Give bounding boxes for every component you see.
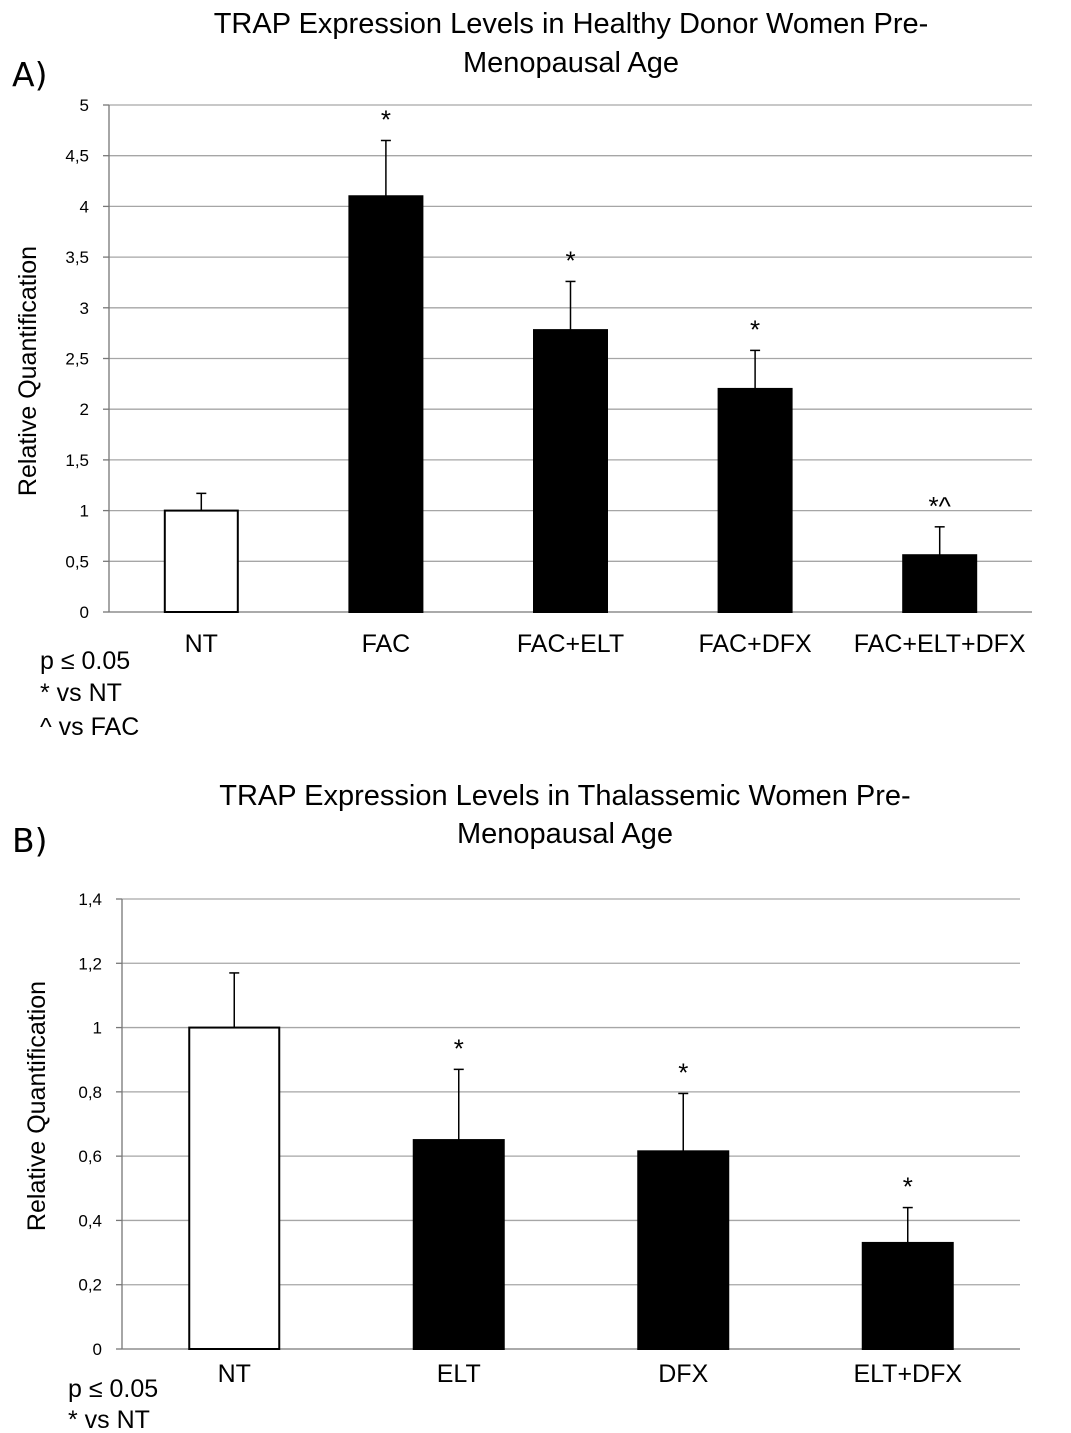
- panel-b-category-label: ELT: [437, 1360, 481, 1388]
- panel-a-y-tick-label: 4,5: [65, 147, 89, 166]
- panel-b-bar: [188, 1026, 281, 1350]
- panel-b-note-vs-nt: * vs NT: [68, 1406, 150, 1433]
- panel-b-category-label: NT: [218, 1360, 251, 1388]
- panel-b-note-p: p ≤ 0.05: [68, 1375, 158, 1403]
- panel-b-bar: [861, 1241, 954, 1351]
- panel-b-category-label: DFX: [658, 1360, 708, 1388]
- panel-b-title-line-2: Menopausal Age: [457, 818, 673, 850]
- panel-a-y-tick-label: 5: [80, 96, 89, 115]
- panel-a-title-line-2: Menopausal Age: [463, 47, 679, 79]
- panel-a-bar: [902, 554, 978, 614]
- panel-a-category-label: FAC: [362, 630, 411, 658]
- panel-a-title-line-1: TRAP Expression Levels in Healthy Donor …: [214, 8, 929, 40]
- panel-a-bar: [348, 195, 424, 613]
- panel-a-bar: [717, 387, 793, 614]
- panel-b-bar: [637, 1150, 730, 1350]
- panel-b-y-tick-label: 1,4: [78, 890, 102, 909]
- panel-b-title-line-1: TRAP Expression Levels in Thalassemic Wo…: [219, 780, 910, 812]
- panel-a-category-label: FAC+DFX: [698, 630, 812, 658]
- panel-a-note-vs-nt: * vs NT: [40, 679, 122, 707]
- panel-a-y-tick-label: 3: [80, 299, 89, 318]
- panel-b-bar: [412, 1139, 505, 1350]
- panel-b-y-tick-label: 0,8: [78, 1083, 102, 1102]
- panel-b-plot: 0 0,2 0,4 0,6 0,8 1 1,2 1,4 NT * ELT * DFX * ELT+DFX: [78, 890, 1020, 1388]
- panel-a-plot: 0 0,5 1 1,5 2 2,5 3 3,5 4 4,5 5 NT * FAC * FAC+ELT * FAC+…: [65, 96, 1032, 658]
- panel-b-y-tick-label: 1,2: [78, 954, 102, 973]
- panel-a-significance-marker: *: [750, 314, 760, 344]
- panel-a-significance-marker: *: [565, 245, 575, 275]
- panel-b-y-tick-label: 0,6: [78, 1147, 102, 1166]
- panel-a-y-tick-label: 2: [80, 400, 89, 419]
- panel-a-category-label: FAC+ELT+DFX: [854, 630, 1026, 658]
- panel-b-y-axis-label: Relative Quantification: [23, 981, 51, 1231]
- panel-b-significance-marker: *: [678, 1057, 688, 1087]
- panel-a-y-tick-label: 1: [80, 502, 89, 521]
- panel-a-note-vs-fac: ^ vs FAC: [40, 713, 139, 741]
- panel-b-significance-marker: *: [903, 1172, 913, 1202]
- panel-b-y-tick-label: 0,2: [78, 1276, 102, 1295]
- panel-a-category-label: FAC+ELT: [517, 630, 624, 658]
- panel-a: A) TRAP Expression Levels in Healthy Don…: [12, 8, 1032, 741]
- panel-a-y-tick-label: 2,5: [65, 350, 89, 369]
- panel-b-label: B): [12, 821, 48, 860]
- panel-a-y-tick-label: 0,5: [65, 552, 89, 571]
- panel-a-y-axis-label: Relative Quantification: [14, 246, 42, 496]
- panel-a-y-tick-label: 0: [80, 603, 89, 622]
- panel-a-category-label: NT: [185, 630, 218, 658]
- panel-a-significance-marker: *^: [929, 491, 952, 521]
- panel-a-note-p: p ≤ 0.05: [40, 647, 130, 675]
- panel-a-bar: [533, 329, 608, 613]
- panel-a-y-tick-label: 4: [80, 197, 89, 216]
- panel-a-significance-marker: *: [381, 104, 391, 134]
- panel-a-label: A): [12, 55, 47, 94]
- panel-b: B) TRAP Expression Levels in Thalassemic…: [12, 780, 1020, 1433]
- panel-a-y-tick-label: 3,5: [65, 248, 89, 267]
- panel-b-significance-marker: *: [454, 1033, 464, 1063]
- panel-b-y-tick-label: 0,4: [78, 1211, 102, 1230]
- panel-b-category-label: ELT+DFX: [853, 1360, 962, 1388]
- panel-b-y-tick-label: 1: [93, 1019, 102, 1038]
- panel-a-bar: [163, 509, 239, 614]
- panel-a-y-tick-label: 1,5: [65, 451, 89, 470]
- panel-b-y-tick-label: 0: [93, 1340, 102, 1359]
